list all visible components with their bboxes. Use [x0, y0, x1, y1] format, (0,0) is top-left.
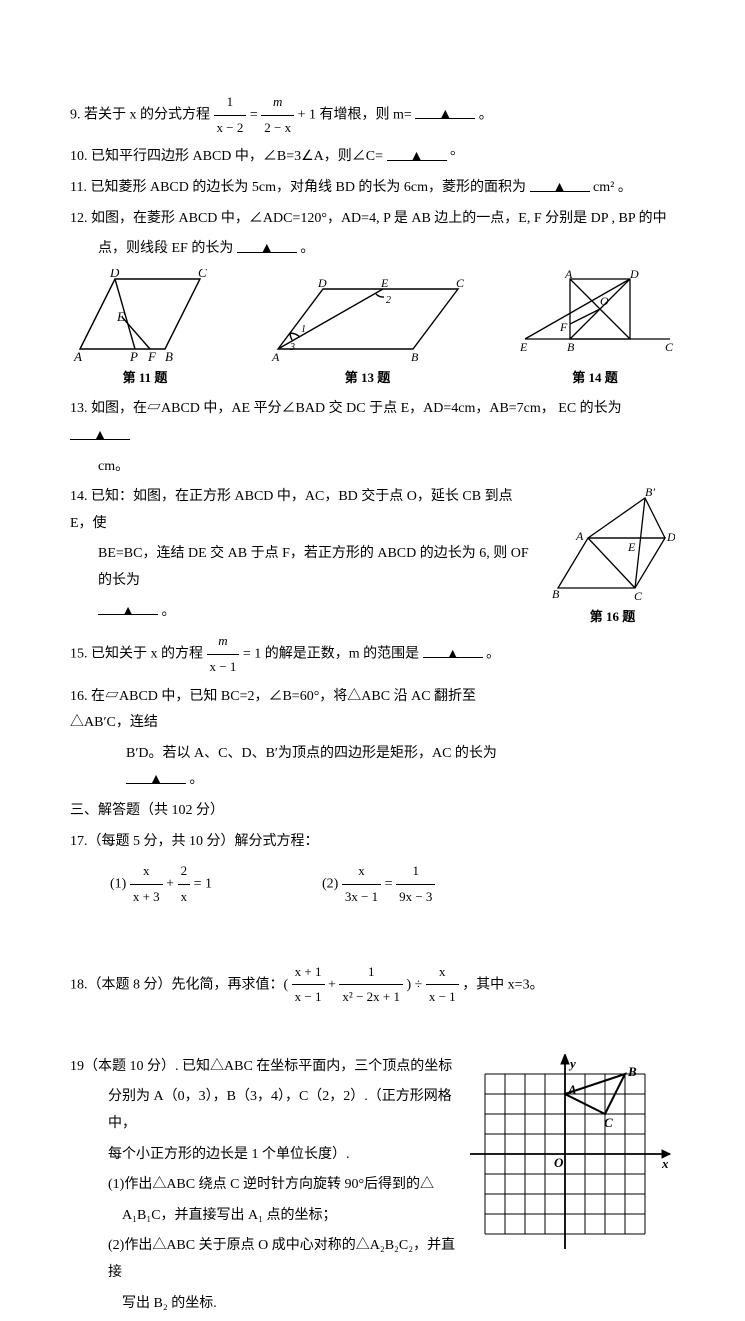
- q14-blank[interactable]: ▲: [98, 599, 158, 616]
- q12-blank[interactable]: ▲: [237, 236, 297, 253]
- q10: 10. 已知平行四边形 ABCD 中，∠B=3∠A，则∠C= ▲ °: [70, 144, 675, 171]
- fig14-caption: 第 14 题: [515, 366, 675, 391]
- q19: 19（本题 10 分）. 已知△ABC 在坐标平面内，三个顶点的坐标 分别为 A…: [70, 1054, 675, 1321]
- svg-text:F: F: [559, 320, 568, 334]
- svg-text:C: C: [604, 1115, 613, 1130]
- q13-blank[interactable]: ▲: [70, 423, 130, 440]
- svg-text:E: E: [116, 309, 125, 324]
- fig16: B′ A D E B C 第 16 题: [550, 488, 675, 798]
- svg-text:C: C: [456, 279, 465, 290]
- q19-l2: 分别为 A（0，3），B（3，4），C（2，2）.（正方形网格中，: [70, 1084, 460, 1137]
- q9-frac2: m2 − x: [261, 90, 294, 140]
- svg-text:B: B: [165, 349, 173, 364]
- q10-blank[interactable]: ▲: [387, 144, 447, 161]
- svg-text:C: C: [634, 589, 643, 603]
- svg-text:3: 3: [289, 342, 295, 353]
- fig11-caption: 第 11 题: [70, 366, 220, 391]
- svg-text:E: E: [380, 279, 389, 290]
- svg-text:C: C: [198, 269, 207, 280]
- svg-text:B: B: [567, 340, 575, 354]
- q12-l2: 点，则线段 EF 的长为 ▲ 。: [70, 236, 675, 263]
- q14-l1: 14. 已知：如图，在正方形 ABCD 中，AC，BD 交于点 O，延长 CB …: [70, 484, 534, 537]
- svg-text:B: B: [552, 587, 560, 601]
- q18: 18.（本题 8 分）先化简，再求值：( x + 1x − 1 + 1x² − …: [70, 960, 675, 1010]
- q9-blank[interactable]: ▲: [415, 102, 475, 119]
- fig13: D E C A B 1 3 2 第 13 题: [268, 279, 468, 391]
- q17-p2: (2) x3x − 1 = 19x − 3: [322, 859, 435, 909]
- q9: 9. 若关于 x 的分式方程 1x − 2 = m2 − x + 1 有增根，则…: [70, 90, 675, 140]
- q14-l3: ▲ 。: [70, 599, 534, 626]
- q14-l2: BE=BC，连结 DE 交 AB 于点 F，若正方形的 ABCD 的边长为 6,…: [70, 541, 534, 594]
- q12-l1: 12. 如图，在菱形 ABCD 中，∠ADC=120°，AD=4, P 是 AB…: [70, 206, 675, 233]
- q19-p2b: 写出 B₂ 的坐标.: [70, 1291, 460, 1318]
- svg-text:P: P: [129, 349, 138, 364]
- svg-text:x: x: [661, 1156, 669, 1171]
- svg-text:E: E: [519, 340, 528, 354]
- svg-text:B: B: [627, 1064, 637, 1079]
- svg-text:B: B: [411, 350, 419, 364]
- svg-text:E: E: [627, 540, 636, 554]
- q13-l2: cm。: [70, 454, 675, 481]
- svg-text:A: A: [575, 529, 584, 543]
- fig14: A D O F E B C 第 14 题: [515, 269, 675, 391]
- q16-l1: 16. 在▱ABCD 中，已知 BC=2，∠B=60°，将△ABC 沿 AC 翻…: [70, 684, 534, 737]
- svg-text:O: O: [554, 1155, 564, 1170]
- svg-text:A: A: [564, 269, 573, 281]
- svg-text:C: C: [665, 340, 674, 354]
- fig19: y x O A B C: [470, 1054, 675, 1321]
- figure-row: D C E A P F B 第 11 题 D E C: [70, 269, 675, 391]
- fig16-caption: 第 16 题: [550, 605, 675, 630]
- q13: 13. 如图，在▱ABCD 中，AE 平分∠BAD 交 DC 于点 E，AD=4…: [70, 396, 675, 449]
- fig11: D C E A P F B 第 11 题: [70, 269, 220, 391]
- svg-text:B′: B′: [645, 488, 655, 499]
- q16-l2: B′D。若以 A、C、D、B′为顶点的四边形是矩形，AC 的长为 ▲ 。: [70, 741, 534, 794]
- q19-p2a: (2)作出△ABC 关于原点 O 成中心对称的△A₂B₂C₂，并直接: [70, 1233, 460, 1286]
- svg-text:D: D: [666, 530, 675, 544]
- q19-l1: 19（本题 10 分）. 已知△ABC 在坐标平面内，三个顶点的坐标: [70, 1054, 460, 1081]
- svg-text:D: D: [629, 269, 639, 281]
- q17-parts: (1) xx + 3 + 2x = 1 (2) x3x − 1 = 19x − …: [70, 859, 675, 909]
- q15-blank[interactable]: ▲: [423, 642, 483, 659]
- q9-frac1: 1x − 2: [214, 90, 247, 140]
- q15: 15. 已知关于 x 的方程 mx − 1 = 1 的解是正数，m 的范围是 ▲…: [70, 629, 534, 679]
- q19-l3: 每个小正方形的边长是 1 个单位长度）.: [70, 1142, 460, 1169]
- svg-text:1: 1: [301, 324, 306, 335]
- svg-text:A: A: [73, 349, 82, 364]
- q17-head: 17.（每题 5 分，共 10 分）解分式方程：: [70, 829, 675, 856]
- svg-text:D: D: [317, 279, 327, 290]
- svg-text:O: O: [600, 294, 609, 308]
- svg-text:A: A: [567, 1082, 577, 1097]
- svg-text:F: F: [147, 349, 157, 364]
- svg-text:A: A: [271, 350, 280, 364]
- svg-text:y: y: [568, 1056, 576, 1071]
- section-3: 三、解答题（共 102 分）: [70, 798, 675, 825]
- q17-p1: (1) xx + 3 + 2x = 1: [110, 859, 212, 909]
- q15-frac: mx − 1: [207, 629, 240, 679]
- q16-blank[interactable]: ▲: [126, 767, 186, 784]
- q9-prefix: 9. 若关于 x 的分式方程: [70, 107, 214, 122]
- svg-text:2: 2: [386, 295, 391, 306]
- svg-text:D: D: [109, 269, 120, 280]
- q19-p1b: A₁B₁C，并直接写出 A₁ 点的坐标；: [70, 1203, 460, 1230]
- q11-blank[interactable]: ▲: [530, 175, 590, 192]
- q11: 11. 已知菱形 ABCD 的边长为 5cm，对角线 BD 的长为 6cm，菱形…: [70, 175, 675, 202]
- fig13-caption: 第 13 题: [268, 366, 468, 391]
- q19-p1a: (1)作出△ABC 绕点 C 逆时针方向旋转 90°后得到的△: [70, 1172, 460, 1199]
